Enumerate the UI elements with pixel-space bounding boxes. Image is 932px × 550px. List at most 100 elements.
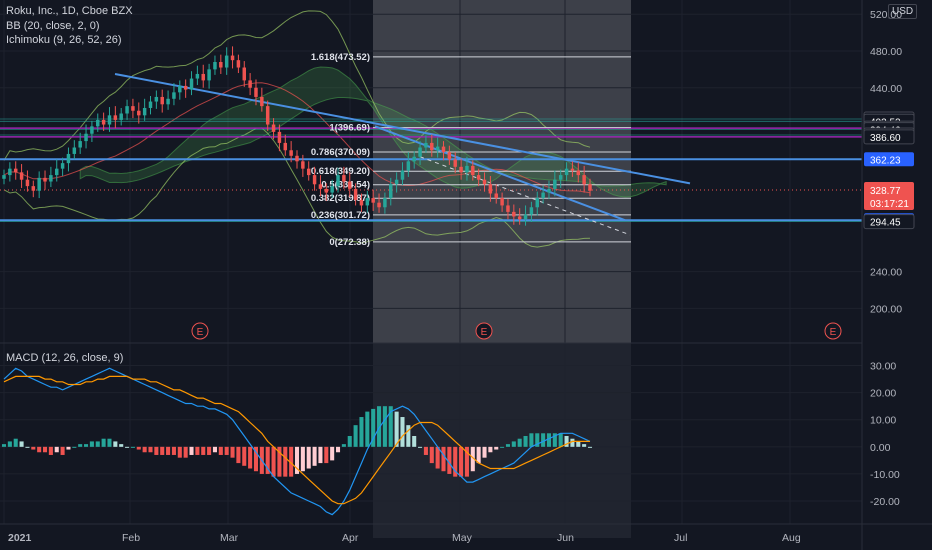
macd-histogram-bar — [541, 433, 546, 447]
candle-body — [66, 153, 71, 164]
candle-body — [576, 170, 581, 176]
candle-body — [113, 115, 118, 120]
macd-histogram-bar — [564, 436, 569, 447]
candle-body — [500, 198, 504, 206]
time-tick-label: May — [452, 532, 473, 544]
macd-histogram-bar — [265, 446, 270, 474]
horizontal-levels — [0, 118, 862, 222]
macd-pane — [1, 367, 593, 516]
macd-histogram-bar — [48, 446, 53, 455]
price-tick-label: 480.00 — [870, 46, 902, 58]
candle-body — [119, 113, 123, 120]
macd-histogram-bar — [306, 446, 311, 469]
macd-histogram-bar — [130, 446, 135, 448]
ichimoku-legend[interactable]: Ichimoku (9, 26, 52, 26) — [6, 34, 122, 46]
macd-histogram-bar — [189, 446, 194, 455]
macd-histogram-bar — [7, 441, 12, 447]
fib-level-label: 0.786(370.09) — [311, 147, 370, 158]
macd-histogram-bar — [125, 446, 130, 448]
candle-body — [60, 163, 65, 169]
macd-histogram-bar — [365, 411, 370, 447]
time-tick-label: 2021 — [8, 532, 32, 544]
candle-body — [283, 142, 288, 151]
candle-body — [465, 165, 469, 173]
candle-body — [529, 207, 534, 215]
macd-tick-label: 30.00 — [870, 361, 896, 373]
candle-body — [512, 211, 516, 217]
macd-legend[interactable]: MACD (12, 26, close, 9) — [6, 352, 124, 364]
macd-line — [3, 367, 591, 516]
steep-trendline — [374, 125, 626, 222]
macd-histogram-bar — [148, 446, 153, 453]
candle-body — [137, 110, 141, 116]
candle-body — [189, 78, 194, 90]
candle-body — [13, 168, 18, 173]
bb-legend[interactable]: BB (20, close, 2, 0) — [6, 20, 100, 32]
candle-body — [25, 179, 30, 187]
earnings-marker — [475, 322, 493, 340]
candle-body — [564, 168, 569, 176]
candle-body — [558, 175, 563, 180]
macd-histogram-bar — [171, 446, 176, 455]
macd-tick-label: 0.00 — [870, 442, 891, 454]
macd-histogram-bar — [95, 441, 100, 447]
macd-histogram-bar — [523, 436, 528, 447]
macd-histogram-bar — [248, 446, 253, 469]
currency-label[interactable]: USD — [888, 4, 918, 19]
macd-histogram-bar — [60, 446, 65, 455]
price-tag-label: 386.60 — [870, 133, 901, 144]
macd-histogram-bar — [482, 446, 487, 458]
macd-histogram-bar — [119, 444, 124, 447]
macd-histogram-bar — [570, 438, 575, 447]
earnings-label: E — [830, 327, 837, 338]
macd-histogram-bar — [371, 408, 376, 447]
time-tick-label: Aug — [782, 532, 801, 544]
macd-histogram-bar — [377, 406, 382, 447]
macd-histogram-bar — [488, 446, 493, 453]
macd-histogram-bar — [25, 446, 30, 448]
candle-body — [254, 87, 258, 97]
candle-body — [260, 96, 264, 107]
candle-body — [248, 80, 252, 88]
macd-histogram-bar — [31, 446, 36, 450]
macd-histogram-bar — [42, 446, 48, 453]
candle-body — [131, 106, 135, 111]
candle-body — [400, 170, 405, 180]
macd-histogram-bar — [511, 441, 516, 447]
macd-tick-label: -20.00 — [870, 496, 900, 508]
candle-body — [365, 198, 370, 206]
candle-body — [330, 186, 334, 193]
price-tag-label: 294.45 — [870, 218, 901, 229]
candle-body — [430, 142, 434, 151]
candle-body — [476, 175, 481, 180]
macd-histogram-bar — [494, 446, 499, 450]
downtrend-line — [114, 72, 691, 185]
candle-body — [494, 193, 498, 199]
candle-body — [31, 186, 36, 191]
macd-histogram-bar — [359, 417, 364, 447]
candle-body — [49, 175, 53, 182]
candle-body — [523, 214, 528, 220]
time-tick-label: Jun — [557, 532, 574, 544]
candle-body — [242, 67, 247, 81]
candle-body — [353, 188, 358, 200]
macd-axis[interactable]: 30.00 20.00 10.00 0.00 -10.00 -20.00 — [870, 361, 900, 508]
candle-body — [418, 147, 422, 157]
macd-histogram-bar — [552, 433, 557, 447]
candle-body — [336, 175, 340, 187]
macd-histogram-bar — [330, 446, 335, 461]
time-axis[interactable]: 2021 Feb Mar Apr May Jun Jul Aug — [8, 532, 801, 544]
symbol-title[interactable]: Roku, Inc., 1D, Cboe BZX — [6, 5, 133, 17]
candle-body — [201, 73, 205, 81]
projection-line — [419, 156, 631, 236]
ichimoku-cloud — [79, 66, 667, 198]
macd-histogram-bar — [418, 446, 423, 448]
macd-histogram-bar — [335, 446, 341, 453]
earnings-label: E — [197, 327, 204, 338]
macd-tick-label: 20.00 — [870, 388, 896, 400]
macd-histogram-bar — [37, 446, 42, 453]
candle-body — [172, 92, 176, 99]
